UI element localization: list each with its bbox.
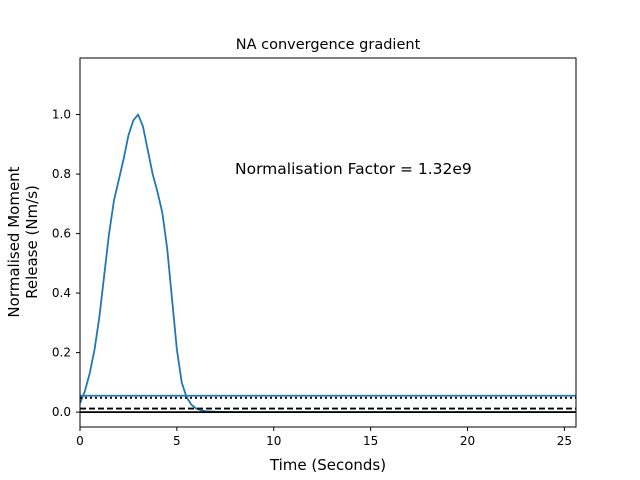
x-tick-label: 15 <box>363 434 378 448</box>
y-axis-label-line-2: Release (Nm/s) <box>23 185 41 299</box>
x-axis-label: Time (Seconds) <box>269 456 386 474</box>
y-tick-label: 0.0 <box>52 405 71 419</box>
x-tick-label: 20 <box>460 434 475 448</box>
y-axis-label-line-1: Normalised Moment <box>5 166 23 317</box>
x-tick-label: 10 <box>266 434 281 448</box>
annotation: Normalisation Factor = 1.32e9 <box>235 160 472 178</box>
x-tick-label: 5 <box>173 434 181 448</box>
plot-area <box>80 113 576 414</box>
x-tick-label: 0 <box>76 434 84 448</box>
chart-title: NA convergence gradient <box>236 37 421 53</box>
axes: 0 5 10 15 20 25 0.0 0.2 0.4 0.6 0.8 1.0 <box>52 57 577 448</box>
y-tick-label: 1.0 <box>52 108 71 122</box>
y-axis-label: Normalised Moment Release (Nm/s) <box>5 166 41 317</box>
y-tick-label: 0.4 <box>52 286 71 300</box>
axes-frame <box>79 57 577 428</box>
y-tick-label: 0.6 <box>52 227 71 241</box>
x-tick-label: 25 <box>557 434 572 448</box>
y-tick-label: 0.2 <box>52 346 71 360</box>
y-tick-label: 0.8 <box>52 167 71 181</box>
